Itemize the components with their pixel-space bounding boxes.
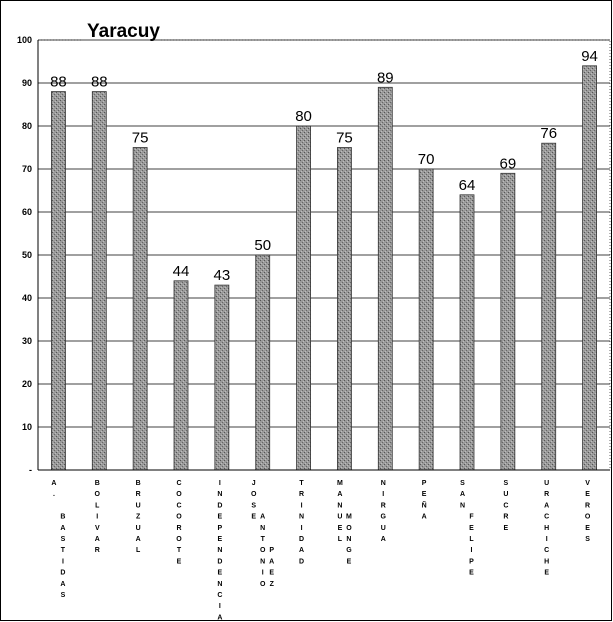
y-tick-label: 90 [22,78,32,88]
bar [377,86,393,471]
x-axis-category-labels: A .B A S T I D A S B O L I V A R B R U Z U A L C O C O R O T E I N D E P E N D… [51,480,590,621]
data-label: 75 [132,130,149,147]
data-label: 94 [581,48,598,65]
data-label: 89 [377,69,394,86]
bar [51,91,66,471]
chart-title: Yaracuy [87,21,160,42]
bar [214,284,230,471]
data-label: 75 [336,130,353,147]
y-tick-label: 100 [17,35,32,45]
x-tick-label: J O S E A N T O N I OP A E Z [251,480,275,588]
x-tick-label: A .B A S T I D A S [51,480,65,599]
data-label: 88 [50,74,67,91]
bar [337,147,352,471]
y-tick-label: 60 [22,207,32,217]
bar [132,147,148,471]
bars [51,65,597,471]
y-tick-label: 50 [22,250,32,260]
data-labels: 88 88 75 44 43 50 80 75 89 70 64 69 76 94 [50,48,598,284]
y-tick-label: 40 [22,293,32,303]
data-label: 50 [254,237,271,254]
bar [91,91,107,471]
y-tick-label: 20 [22,379,32,389]
bar [255,254,271,471]
bar [296,125,311,471]
y-tick-label: 70 [22,164,32,174]
x-tick-label: S A NF E L I P E [460,480,474,577]
data-label: 80 [295,108,312,125]
y-tick-label: 80 [22,121,32,131]
x-tick-label: M A N U E LM O N G E [337,480,352,565]
data-label: 69 [500,155,517,172]
bar [418,168,434,471]
bar [541,142,557,471]
data-label: 88 [91,74,108,91]
y-tick-label: - [29,465,32,475]
bar [500,172,516,471]
y-tick-label: 10 [22,422,32,432]
data-label: 43 [214,267,231,284]
bar [173,280,189,471]
y-axis-tick-labels: - 10 20 30 40 50 60 70 80 90 100 [17,35,32,475]
y-tick-label: 30 [22,336,32,346]
bar [459,194,475,471]
data-label: 64 [459,177,476,194]
bar [582,65,597,471]
data-label: 70 [418,151,435,168]
data-label: 76 [540,125,557,142]
data-label: 44 [173,263,190,280]
